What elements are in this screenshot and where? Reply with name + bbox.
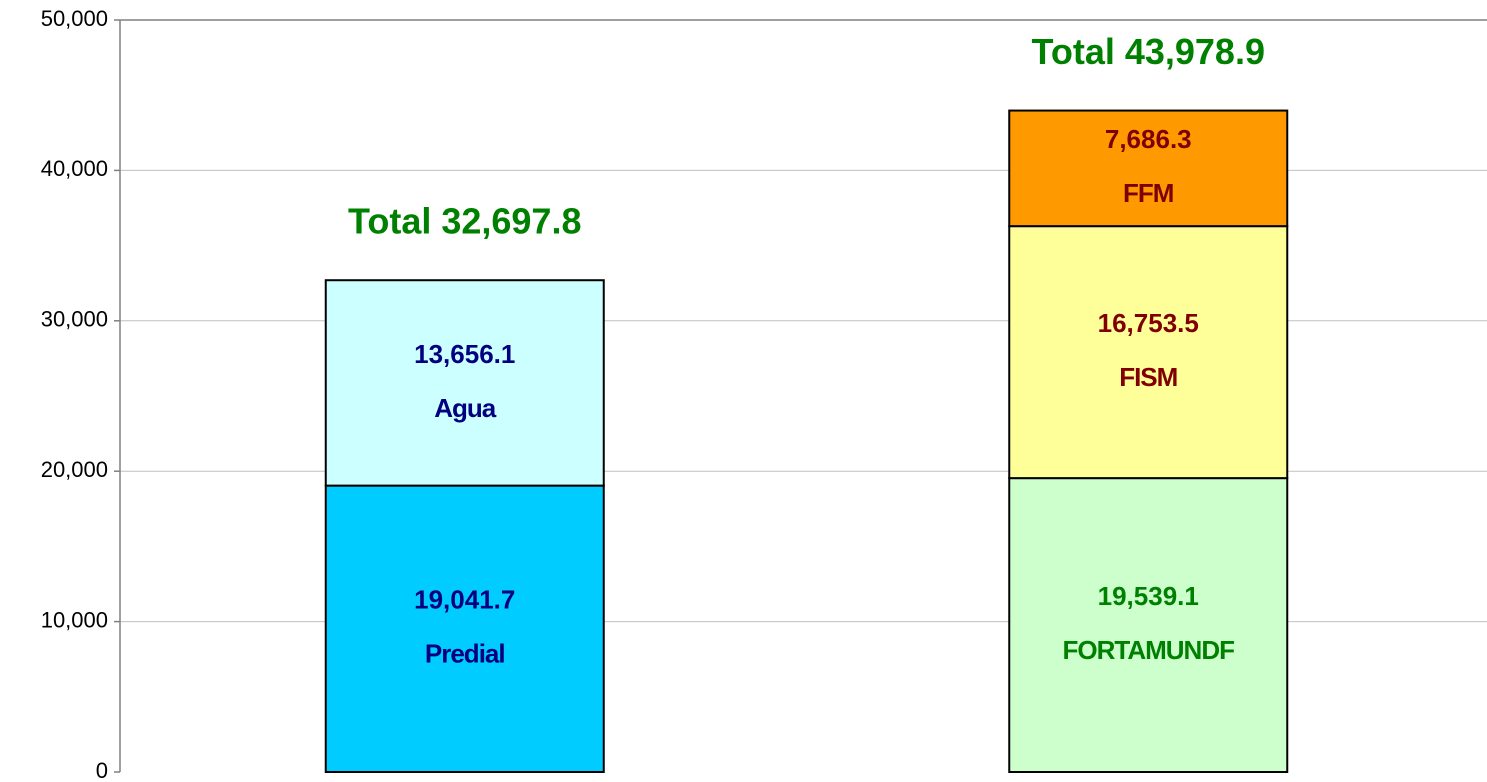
total-label: Total 32,697.8 [348,201,581,242]
segment-name: FORTAMUNDF [1063,635,1235,665]
y-tick-label: 50,000 [41,6,108,31]
segment-value: 7,686.3 [1105,124,1192,154]
y-tick-label: 40,000 [41,156,108,181]
segment-value: 19,041.7 [414,585,515,615]
bar-segment [324,484,605,773]
y-tick-label: 0 [96,758,108,782]
segment-name: FFM [1123,178,1173,208]
y-tick-label: 10,000 [41,607,108,632]
segment-name: FISM [1119,362,1177,392]
bar-segment [324,279,605,487]
segment-value: 19,539.1 [1098,581,1199,611]
total-label: Total 43,978.9 [1032,31,1265,72]
bar-segment [1008,225,1289,480]
y-tick-label: 30,000 [41,307,108,332]
segment-name: Predial [425,639,505,669]
segment-value: 16,753.5 [1098,308,1199,338]
bar-segment [1008,477,1289,773]
segment-name: Agua [434,393,497,423]
bar-segment [1008,109,1289,228]
segment-value: 13,656.1 [414,339,515,369]
y-tick-label: 20,000 [41,457,108,482]
